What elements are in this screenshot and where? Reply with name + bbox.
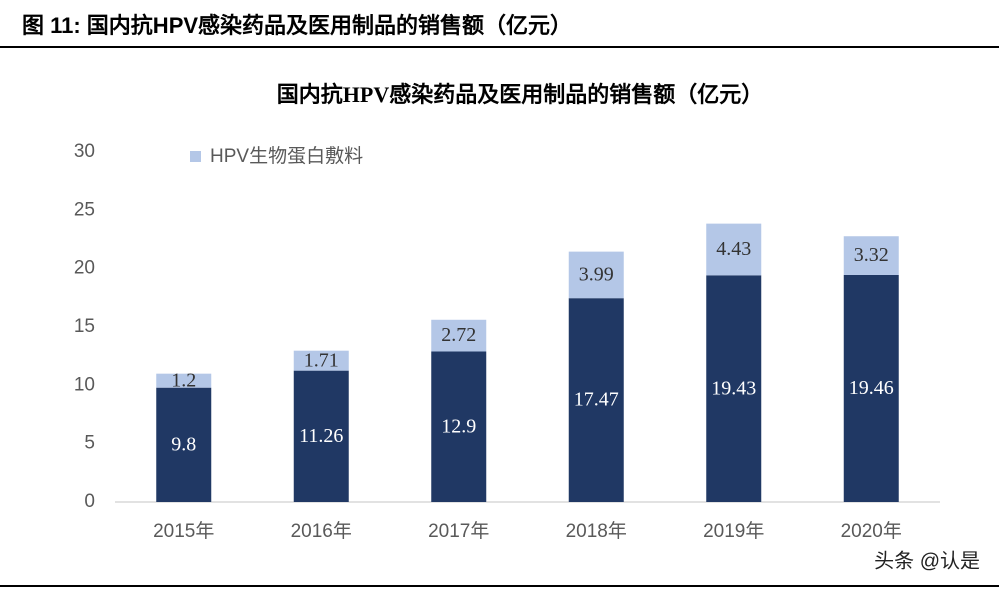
chart-title: 国内抗HPV感染药品及医用制品的销售额（亿元）: [277, 82, 763, 107]
y-tick-label: 25: [74, 199, 95, 220]
bar-segment: [431, 351, 487, 502]
data-label: 9.8: [171, 433, 196, 455]
x-tick-label: 2015年: [153, 520, 214, 542]
y-tick-label: 5: [84, 433, 95, 454]
bar-segment: [431, 319, 487, 352]
bar-segment: [706, 223, 762, 276]
data-label: 11.26: [299, 425, 343, 447]
bar-segment: [156, 373, 212, 388]
y-tick-label: 15: [74, 316, 95, 337]
bar-segment: [843, 236, 899, 275]
legend-swatch: [190, 151, 201, 162]
x-tick-label: 2020年: [841, 520, 902, 542]
data-label: 3.99: [579, 264, 614, 286]
bar-segment: [293, 370, 349, 502]
y-tick-label: 0: [84, 491, 95, 512]
legend-label: HPV生物蛋白敷料: [210, 145, 363, 167]
x-tick-label: 2019年: [703, 520, 764, 542]
data-label: 19.46: [849, 377, 894, 399]
data-label: 17.47: [574, 389, 619, 411]
data-label: 12.9: [441, 415, 476, 437]
data-label: 1.2: [171, 369, 196, 391]
bar-segment: [568, 251, 624, 299]
y-tick-label: 10: [74, 374, 95, 395]
data-label: 3.32: [854, 244, 889, 266]
data-label: 4.43: [716, 238, 751, 260]
watermark: 头条 @认是: [874, 549, 980, 572]
bar-segment: [293, 350, 349, 371]
data-label: 19.43: [711, 377, 756, 399]
y-tick-label: 30: [74, 141, 95, 162]
data-label: 2.72: [441, 324, 476, 346]
figure-header: 图 11: 国内抗HPV感染药品及医用制品的销售额（亿元）: [22, 13, 572, 38]
bar-segment: [156, 387, 212, 502]
bar-segment: [568, 298, 624, 502]
data-label: 1.71: [304, 349, 339, 371]
bar-segment: [843, 274, 899, 502]
x-tick-label: 2016年: [291, 520, 352, 542]
y-tick-label: 20: [74, 258, 95, 279]
bar-segment: [706, 275, 762, 502]
x-tick-label: 2018年: [566, 520, 627, 542]
x-tick-label: 2017年: [428, 520, 489, 542]
